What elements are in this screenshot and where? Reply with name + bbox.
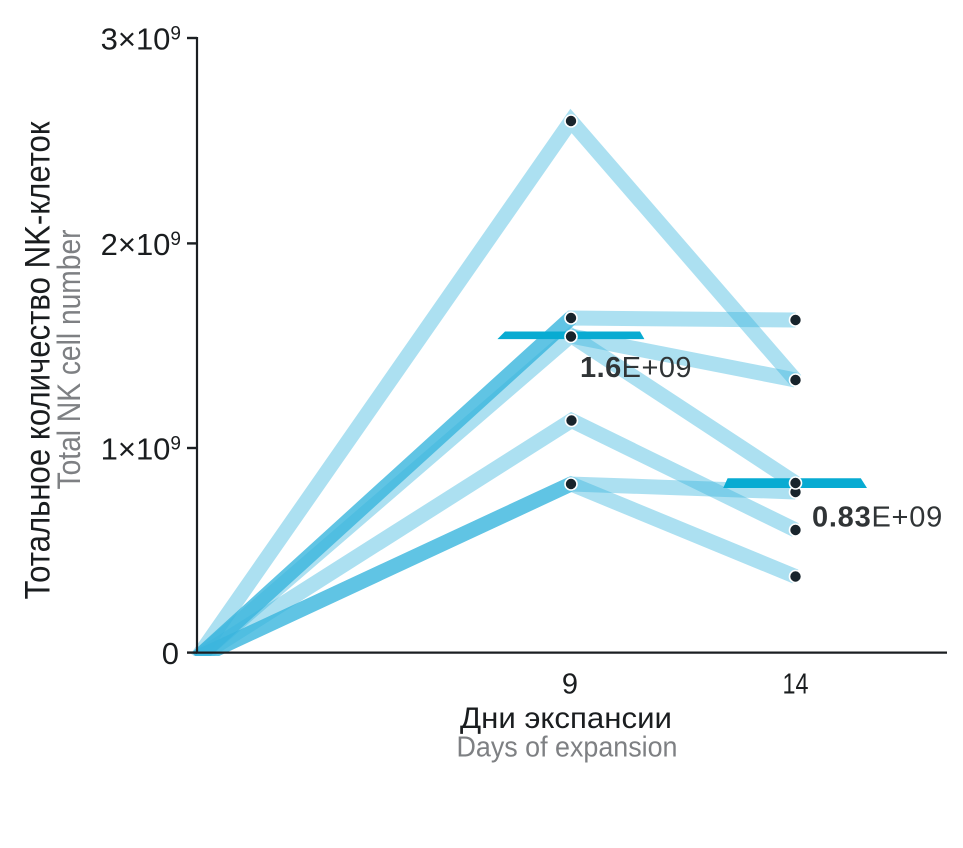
svg-text:0.83E+09: 0.83E+09 bbox=[812, 502, 943, 534]
svg-text:14: 14 bbox=[783, 669, 809, 701]
svg-text:2×109: 2×109 bbox=[101, 227, 181, 262]
svg-text:1.6E+09: 1.6E+09 bbox=[580, 352, 692, 384]
svg-text:0: 0 bbox=[162, 636, 179, 671]
svg-text:Дни экспансии: Дни экспансии bbox=[460, 702, 672, 735]
svg-text:Total NK cell number: Total NK cell number bbox=[51, 229, 87, 489]
svg-text:Days of expansion: Days of expansion bbox=[457, 732, 678, 764]
svg-text:Тотальное количество NK-клеток: Тотальное количество NK-клеток bbox=[19, 121, 58, 600]
svg-text:3×109: 3×109 bbox=[101, 22, 181, 57]
svg-text:1×109: 1×109 bbox=[101, 432, 181, 467]
svg-text:9: 9 bbox=[562, 669, 578, 701]
